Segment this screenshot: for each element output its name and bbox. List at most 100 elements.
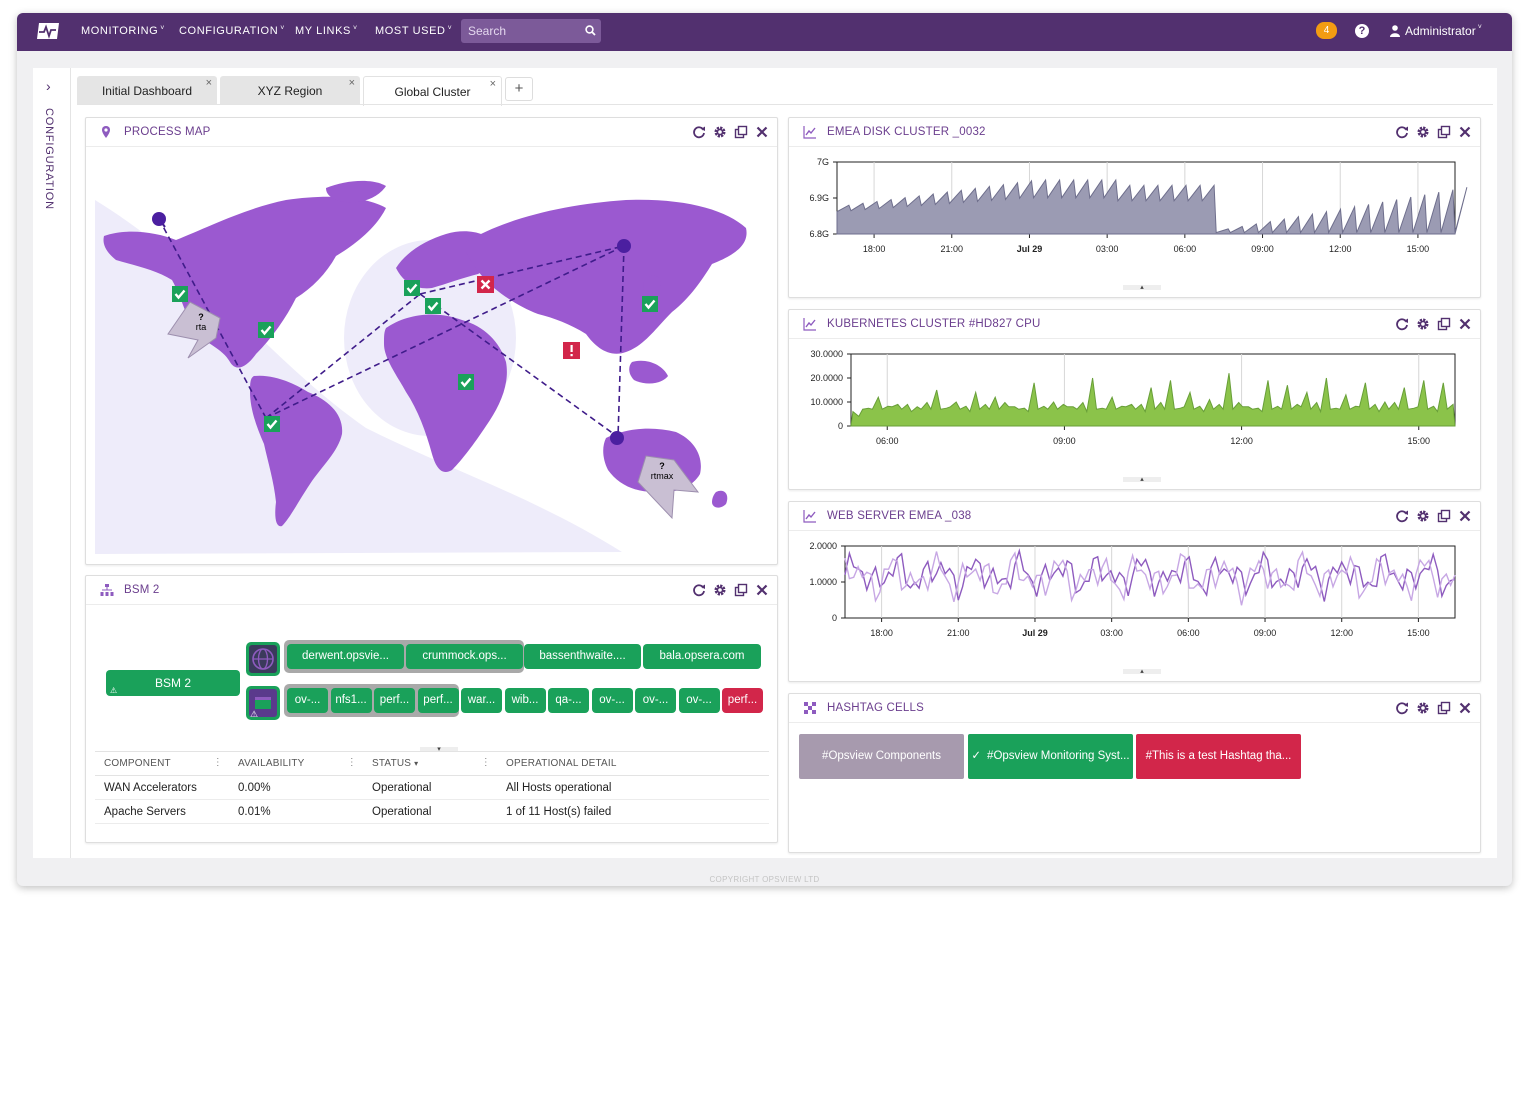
popout-icon[interactable] [1437, 509, 1451, 523]
table-row[interactable]: WAN Accelerators 0.00% Operational All H… [95, 775, 769, 800]
refresh-icon[interactable] [1395, 125, 1409, 139]
line-chart-icon [803, 126, 816, 139]
resize-handle-icon[interactable]: ▴ [1123, 668, 1161, 675]
resize-handle-icon[interactable]: ▴ [1123, 284, 1161, 291]
bsm-service-node[interactable]: perf... [374, 688, 415, 713]
ok-check-icon[interactable] [425, 298, 441, 314]
unknown-pin-rta[interactable]: ? rta [167, 301, 221, 359]
refresh-icon[interactable] [1395, 317, 1409, 331]
column-menu-icon[interactable]: ⋮ [212, 757, 223, 768]
application-service-icon[interactable]: ⚠ [246, 686, 280, 720]
ok-check-icon[interactable] [404, 280, 420, 296]
nav-my-links[interactable]: MY LINKS ˅ [295, 25, 358, 37]
hashtag-cell-test-hashtag[interactable]: #This is a test Hashtag tha... [1136, 734, 1301, 779]
column-menu-icon[interactable]: ⋮ [346, 757, 357, 768]
resize-handle-icon[interactable]: ▾ [420, 746, 458, 753]
nav-most-used[interactable]: MOST USED ˅ [375, 25, 453, 37]
ok-check-icon[interactable] [458, 374, 474, 390]
unknown-pin-rtmax[interactable]: ? rtmax [637, 455, 700, 520]
sidebar-label[interactable]: CONFIGURATION [43, 108, 55, 210]
ok-check-icon[interactable] [264, 416, 280, 432]
bsm-service-node[interactable]: ov-... [287, 688, 328, 713]
close-icon[interactable] [755, 125, 769, 139]
popout-icon[interactable] [1437, 317, 1451, 331]
web-server-chart[interactable]: 18:00 21:00 Jul 29 03:00 06:00 09:00 12:00 15:0… [789, 532, 1480, 672]
globe-service-icon[interactable] [246, 642, 280, 676]
nav-monitoring[interactable]: MONITORING ˅ [81, 25, 165, 37]
popout-icon[interactable] [734, 583, 748, 597]
column-header-availability[interactable]: AVAILABILITY ⋮ [229, 751, 363, 776]
bsm-service-node[interactable]: perf... [417, 688, 459, 713]
ok-check-icon[interactable] [258, 322, 274, 338]
endpoint-marker[interactable] [152, 212, 166, 226]
nav-configuration[interactable]: CONFIGURATION ˅ [179, 25, 285, 37]
table-row[interactable]: Apache Servers 0.01% Operational 1 of 11… [95, 799, 769, 824]
column-header-status[interactable]: STATUS ▾ ⋮ [363, 751, 497, 776]
bsm-service-node[interactable]: nfs1... [330, 688, 372, 713]
ok-check-icon[interactable] [172, 286, 188, 302]
hierarchy-icon [100, 584, 114, 596]
user-menu[interactable]: Administrator ˅ [1390, 24, 1482, 38]
bsm-host-node[interactable]: derwent.opsvie... [287, 644, 404, 669]
bsm-host-node[interactable]: crummock.ops... [406, 644, 523, 669]
process-map-panel: PROCESS MAP [85, 117, 778, 565]
bsm-service-node[interactable]: ov-... [635, 688, 676, 713]
search-icon[interactable] [585, 25, 596, 36]
opsview-logo-icon[interactable] [36, 21, 60, 41]
popout-icon[interactable] [1437, 701, 1451, 715]
close-icon[interactable] [1458, 317, 1472, 331]
gear-icon[interactable] [1416, 125, 1430, 139]
tab-close-icon[interactable]: × [489, 78, 496, 90]
search-input[interactable] [461, 19, 581, 43]
help-icon[interactable]: ? [1355, 24, 1369, 38]
critical-x-icon[interactable] [477, 276, 494, 293]
bsm-component-table: COMPONENT ⋮ AVAILABILITY ⋮ STATUS ▾ ⋮ OPERA… [95, 751, 769, 824]
tab-xyz-region[interactable]: XYZ Region × [220, 76, 360, 105]
gear-icon[interactable] [713, 125, 727, 139]
hashtag-cell-opsview-components[interactable]: #Opsview Components [799, 734, 964, 779]
add-tab-button[interactable]: + [505, 77, 533, 101]
gear-icon[interactable] [1416, 509, 1430, 523]
bsm-host-node[interactable]: bala.opsera.com [643, 644, 761, 669]
gear-icon[interactable] [1416, 701, 1430, 715]
tab-close-icon[interactable]: × [205, 77, 212, 89]
close-icon[interactable] [1458, 701, 1472, 715]
column-header-component[interactable]: COMPONENT ⋮ [95, 751, 229, 776]
bsm-service-node[interactable]: qa-... [548, 688, 589, 713]
refresh-icon[interactable] [1395, 509, 1409, 523]
endpoint-marker[interactable] [617, 239, 631, 253]
close-icon[interactable] [1458, 125, 1472, 139]
bsm-service-node[interactable]: ov-... [678, 688, 720, 713]
tab-initial-dashboard[interactable]: Initial Dashboard × [77, 76, 217, 105]
sidebar-expand-icon[interactable]: › [46, 78, 51, 94]
disk-usage-chart[interactable]: 18:00 21:00 Jul 29 03:00 06:00 09:00 12:00 15:0… [789, 148, 1480, 288]
refresh-icon[interactable] [692, 583, 706, 597]
popout-icon[interactable] [1437, 125, 1451, 139]
gear-icon[interactable] [713, 583, 727, 597]
cpu-usage-chart[interactable]: 06:00 09:00 12:00 15:00 30.0000 20.0000 10.000… [789, 340, 1480, 480]
refresh-icon[interactable] [1395, 701, 1409, 715]
popout-icon[interactable] [734, 125, 748, 139]
bsm-service-node[interactable]: war... [461, 688, 502, 713]
critical-alert-icon[interactable] [563, 342, 580, 359]
ok-check-icon[interactable] [642, 296, 658, 312]
world-map[interactable]: ? rta ? rtmax [86, 148, 777, 560]
close-icon[interactable] [1458, 509, 1472, 523]
endpoint-marker[interactable] [610, 431, 624, 445]
gear-icon[interactable] [1416, 317, 1430, 331]
hashtag-cell-opsview-monitoring[interactable]: ✓ #Opsview Monitoring Syst... [968, 734, 1133, 779]
resize-handle-icon[interactable]: ▴ [1123, 476, 1161, 483]
bsm-host-node[interactable]: bassenthwaite.... [524, 644, 641, 669]
column-header-operational-detail[interactable]: OPERATIONAL DETAIL [497, 751, 769, 776]
column-menu-icon[interactable]: ⋮ [480, 757, 491, 768]
bsm-service-node[interactable]: perf... [722, 688, 763, 713]
tab-global-cluster[interactable]: Global Cluster × [363, 76, 502, 106]
bsm-root-node[interactable]: BSM 2 ⚠ [106, 670, 240, 696]
bsm-service-node[interactable]: ov-... [591, 688, 633, 713]
warning-icon: ⚠ [110, 686, 118, 695]
bsm-service-node[interactable]: wib... [504, 688, 546, 713]
refresh-icon[interactable] [692, 125, 706, 139]
tab-close-icon[interactable]: × [348, 77, 355, 89]
alert-count-badge[interactable]: 4 [1316, 22, 1337, 39]
close-icon[interactable] [755, 583, 769, 597]
